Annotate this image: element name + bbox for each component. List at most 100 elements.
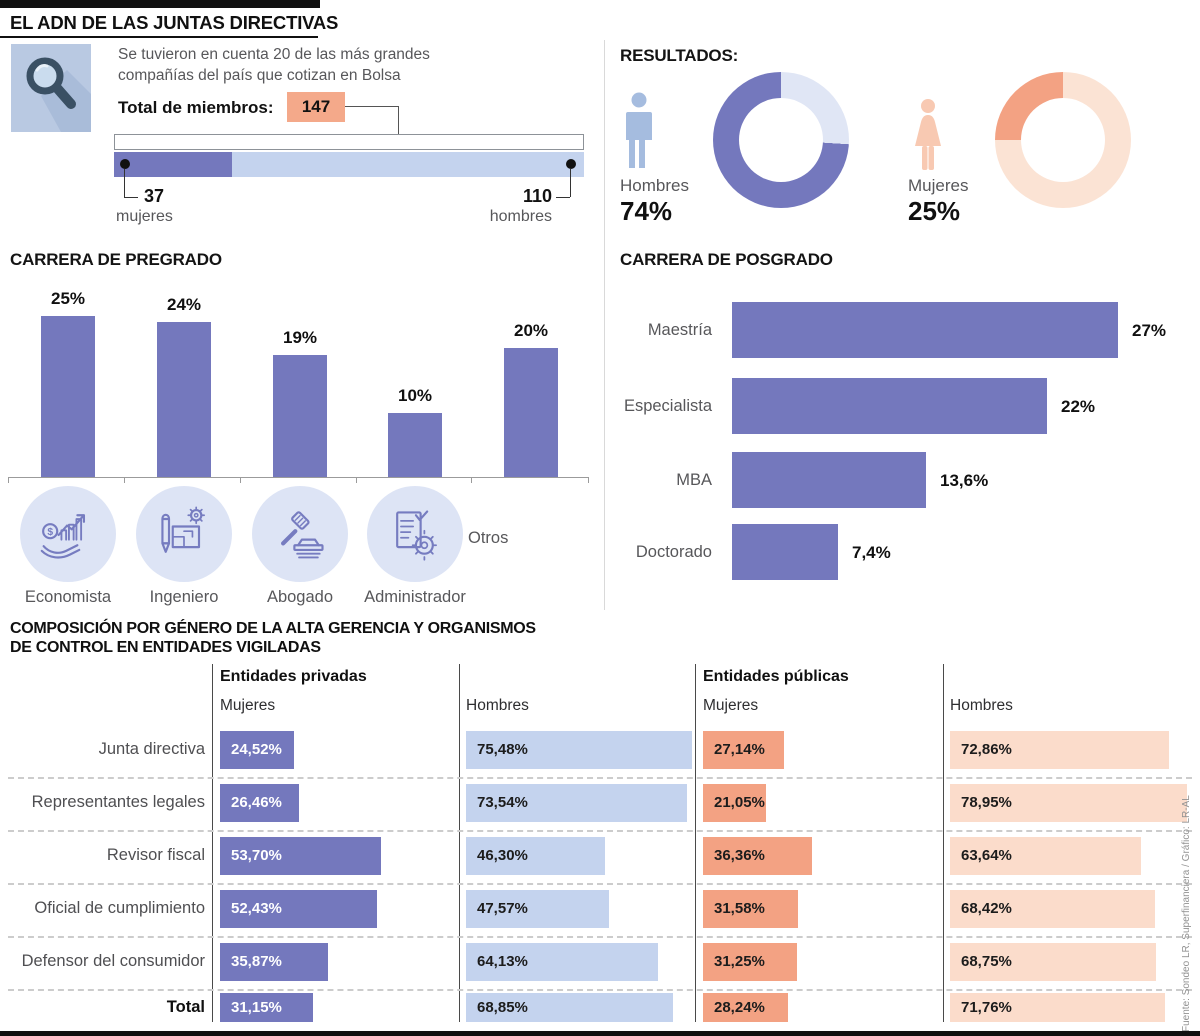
connector-line xyxy=(345,106,398,107)
male-person-icon xyxy=(624,92,654,170)
posgrado-bar xyxy=(732,524,838,580)
axis-tick xyxy=(240,477,241,483)
intro-line-2: compañías del país que cotizan en Bolsa xyxy=(118,67,401,84)
group-header-public: Entidades públicas xyxy=(703,668,849,685)
member-bar xyxy=(114,152,584,177)
pregrado-value-label: 19% xyxy=(282,328,318,347)
bottom-accent-bar xyxy=(0,1031,1200,1036)
row-separator xyxy=(8,777,1192,779)
row-separator xyxy=(8,989,1192,991)
pregrado-bar xyxy=(157,322,211,477)
column-header: Mujeres xyxy=(703,697,759,714)
pregrado-value-label: 20% xyxy=(513,321,549,340)
source-credit: Fuente: Sondeo LR, Superfinanciera / Grá… xyxy=(1181,795,1192,1032)
pregrado-axis xyxy=(8,477,589,478)
pregrado-bar xyxy=(41,316,95,477)
women-donut-label: Mujeres xyxy=(908,176,969,195)
posgrado-category-label: Especialista xyxy=(623,397,712,415)
pregrado-heading: CARRERA DE PREGRADO xyxy=(10,250,222,269)
group-header-private: Entidades privadas xyxy=(220,668,367,685)
table-bar: 71,76% xyxy=(950,993,1165,1022)
total-members-label: Total de miembros: xyxy=(118,98,274,117)
men-leader-line xyxy=(556,197,570,198)
administrator-icon xyxy=(367,486,463,582)
women-donut-pct: 25% xyxy=(908,196,961,226)
table-column-line xyxy=(695,664,696,1022)
pregrado-value-label: 10% xyxy=(397,386,433,405)
axis-tick xyxy=(124,477,125,483)
posgrado-value-label: 13,6% xyxy=(940,471,989,490)
row-separator xyxy=(8,883,1192,885)
table-bar: 35,87% xyxy=(220,943,328,981)
table-bar: 46,30% xyxy=(466,837,605,875)
table-bar: 53,70% xyxy=(220,837,381,875)
table-bar: 68,85% xyxy=(466,993,673,1022)
table-bar: 24,52% xyxy=(220,731,294,769)
posgrado-bar xyxy=(732,378,1047,434)
pregrado-category-label: Economista xyxy=(24,588,112,606)
women-leader-line xyxy=(124,169,125,197)
table-bar: 31,25% xyxy=(703,943,797,981)
pregrado-category-label: Otros xyxy=(468,529,509,547)
men-donut-chart xyxy=(713,72,849,208)
intro-line-1: Se tuvieron en cuenta 20 de las más gran… xyxy=(118,46,430,63)
table-column-line xyxy=(212,664,213,1022)
women-count-label: mujeres xyxy=(116,208,173,225)
column-header: Hombres xyxy=(950,697,1013,714)
women-donut-chart xyxy=(995,72,1131,208)
total-members-value: 147 xyxy=(287,92,345,122)
women-marker-dot xyxy=(120,159,130,169)
men-marker-dot xyxy=(566,159,576,169)
table-bar: 27,14% xyxy=(703,731,784,769)
table-bar: 47,57% xyxy=(466,890,609,928)
member-bar-men-segment xyxy=(232,152,584,177)
axis-tick xyxy=(471,477,472,483)
table-row-label: Total xyxy=(166,997,205,1016)
men-leader-line xyxy=(570,169,571,197)
table-bar: 26,46% xyxy=(220,784,299,822)
title-underline xyxy=(0,36,318,38)
posgrado-value-label: 27% xyxy=(1132,321,1167,340)
posgrado-bar xyxy=(732,302,1118,358)
table-column-line xyxy=(459,664,460,1022)
table-bar: 31,58% xyxy=(703,890,798,928)
table-bar: 63,64% xyxy=(950,837,1141,875)
table-bar: 68,42% xyxy=(950,890,1155,928)
member-bar-women-segment xyxy=(114,152,233,177)
posgrado-category-label: Doctorado xyxy=(635,543,712,561)
table-bar: 72,86% xyxy=(950,731,1169,769)
women-leader-line xyxy=(124,197,138,198)
table-bar: 52,43% xyxy=(220,890,377,928)
engineer-icon xyxy=(136,486,232,582)
resultados-heading: RESULTADOS: xyxy=(620,46,739,65)
column-divider xyxy=(604,40,605,610)
table-bar: 64,13% xyxy=(466,943,658,981)
pregrado-bar xyxy=(273,355,327,477)
pregrado-value-label: 24% xyxy=(166,295,202,314)
men-count-label: hombres xyxy=(489,208,552,225)
axis-tick xyxy=(8,477,9,483)
economist-icon: $ xyxy=(20,486,116,582)
men-count: 110 xyxy=(522,186,552,206)
table-bar: 73,54% xyxy=(466,784,687,822)
search-icon xyxy=(26,57,91,132)
table-bar: 78,95% xyxy=(950,784,1187,822)
table-bar: 21,05% xyxy=(703,784,766,822)
row-separator xyxy=(8,830,1192,832)
pregrado-category-label: Ingeniero xyxy=(149,588,219,606)
row-separator xyxy=(8,936,1192,938)
table-row-label: Defensor del consumidor xyxy=(21,952,205,970)
table-bar: 36,36% xyxy=(703,837,812,875)
female-person-icon xyxy=(910,98,946,172)
posgrado-category-label: MBA xyxy=(676,471,712,489)
table-row-label: Revisor fiscal xyxy=(106,846,205,864)
posgrado-value-label: 7,4% xyxy=(852,543,891,562)
column-header: Hombres xyxy=(466,697,529,714)
member-bar-frame xyxy=(114,134,584,150)
intro-text: Se tuvieron en cuenta 20 de las más gran… xyxy=(118,44,430,86)
table-bar: 28,24% xyxy=(703,993,788,1022)
pregrado-category-label: Administrador xyxy=(364,588,466,606)
pregrado-category-label: Abogado xyxy=(266,588,334,606)
composicion-title-line2: DE CONTROL EN ENTIDADES VIGILADAS xyxy=(10,639,321,656)
